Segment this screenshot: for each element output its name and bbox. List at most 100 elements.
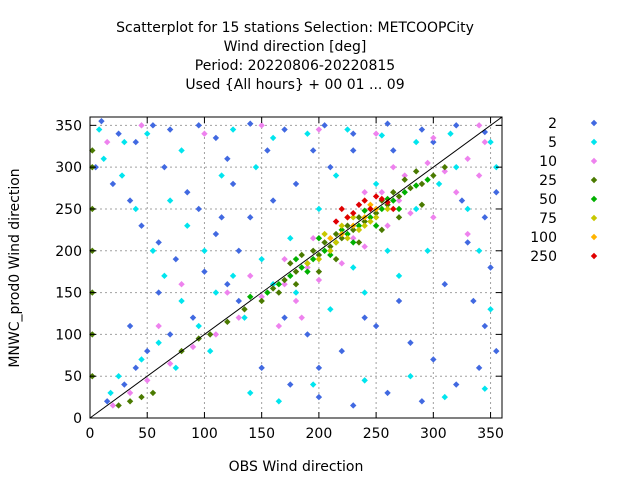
data-point-series-25 [321, 239, 328, 246]
data-point-series-75 [344, 235, 351, 242]
data-point-series-25 [338, 235, 345, 242]
data-point-series-10 [258, 122, 265, 129]
data-point-series-2 [315, 364, 323, 372]
data-point-series-10 [395, 197, 403, 204]
data-point-series-2 [321, 122, 328, 129]
data-point-series-2 [121, 381, 128, 388]
data-point-series-5 [118, 172, 126, 179]
data-point-series-10 [384, 222, 391, 229]
data-point-series-25 [395, 193, 403, 200]
data-point-series-5 [184, 222, 191, 229]
data-point-series-75 [367, 218, 374, 225]
data-point-series-10 [144, 377, 151, 384]
y-tick-label: 350 [55, 118, 82, 134]
data-point-series-5 [195, 322, 202, 330]
data-point-series-25 [149, 389, 157, 397]
data-point-series-5 [453, 163, 460, 171]
data-point-series-50 [287, 272, 294, 280]
data-point-series-50 [390, 197, 397, 204]
data-point-series-2 [132, 364, 139, 372]
title-line-0: Scatterplot for 15 stations Selection: M… [116, 20, 474, 36]
data-point-series-25 [372, 209, 380, 217]
data-point-series-5 [144, 130, 151, 137]
data-point-series-2 [350, 402, 357, 409]
legend-marker [590, 233, 598, 241]
data-point-series-5 [166, 197, 174, 204]
data-point-series-5 [229, 126, 237, 133]
data-point-series-10 [281, 255, 288, 263]
y-tick-label: 250 [55, 202, 82, 218]
data-point-series-50 [344, 230, 351, 238]
data-point-series-5 [178, 147, 185, 154]
data-point-series-75 [304, 260, 311, 267]
data-point-series-25 [355, 239, 363, 246]
data-point-series-2 [407, 339, 414, 346]
x-axis-label: OBS Wind direction [229, 459, 364, 475]
data-point-series-2 [212, 134, 220, 142]
data-point-series-25 [315, 251, 323, 259]
data-point-series-25 [89, 147, 96, 154]
data-point-series-10 [430, 134, 437, 142]
data-point-series-5 [241, 314, 248, 321]
data-point-series-2 [470, 297, 477, 305]
data-point-series-5 [287, 235, 294, 242]
data-point-series-250 [372, 193, 380, 200]
data-point-series-5 [441, 393, 448, 401]
data-point-series-25 [258, 297, 265, 305]
data-point-series-10 [189, 343, 197, 351]
y-tick-label: 300 [55, 160, 82, 176]
data-point-series-5 [435, 180, 443, 188]
data-point-series-10 [338, 260, 345, 267]
data-point-series-10 [464, 155, 471, 163]
data-point-series-5 [121, 138, 128, 146]
data-point-series-2 [235, 247, 242, 254]
data-point-series-5 [487, 138, 494, 146]
data-point-series-5 [395, 272, 403, 280]
data-point-series-25 [241, 306, 248, 313]
data-point-series-10 [453, 189, 460, 196]
data-point-series-75 [384, 205, 391, 213]
data-point-series-25 [309, 247, 317, 254]
data-point-series-25 [269, 285, 277, 292]
data-point-series-25 [395, 214, 403, 221]
data-point-series-10 [298, 314, 305, 321]
data-point-series-2 [481, 322, 489, 330]
data-point-series-5 [424, 247, 431, 254]
data-point-series-50 [350, 239, 357, 246]
legend-marker [590, 214, 598, 222]
data-point-series-2 [287, 381, 294, 388]
data-point-series-10 [441, 168, 448, 175]
y-tick-label: 150 [55, 286, 82, 302]
data-point-series-10 [475, 172, 483, 179]
data-point-series-25 [407, 184, 414, 192]
x-tick-label: 100 [191, 426, 218, 442]
data-point-series-2 [430, 138, 437, 146]
data-point-series-25 [224, 318, 231, 326]
data-point-series-250 [332, 218, 340, 225]
data-point-series-2 [115, 130, 122, 137]
x-tick-label: 150 [248, 426, 275, 442]
data-point-series-25 [430, 172, 437, 179]
data-point-series-75 [361, 222, 368, 229]
data-point-series-2 [189, 314, 197, 321]
data-point-series-5 [138, 356, 145, 363]
legend-label: 5 [548, 135, 557, 151]
data-point-series-2 [418, 398, 426, 405]
legend-label: 25 [539, 173, 557, 189]
y-tick-label: 0 [73, 411, 82, 427]
data-point-series-10 [430, 214, 437, 221]
data-point-series-5 [464, 205, 471, 213]
data-point-series-25 [126, 398, 134, 405]
data-point-series-25 [332, 230, 340, 238]
legend-marker [590, 252, 598, 260]
data-point-series-2 [453, 122, 460, 129]
data-point-series-50 [355, 222, 363, 229]
data-point-series-5 [107, 389, 114, 397]
data-point-series-2 [161, 163, 168, 171]
data-point-series-2 [224, 155, 231, 163]
x-tick-label: 250 [363, 426, 390, 442]
data-point-series-100 [367, 201, 374, 208]
data-point-series-2 [103, 398, 111, 405]
data-point-series-2 [309, 147, 317, 154]
